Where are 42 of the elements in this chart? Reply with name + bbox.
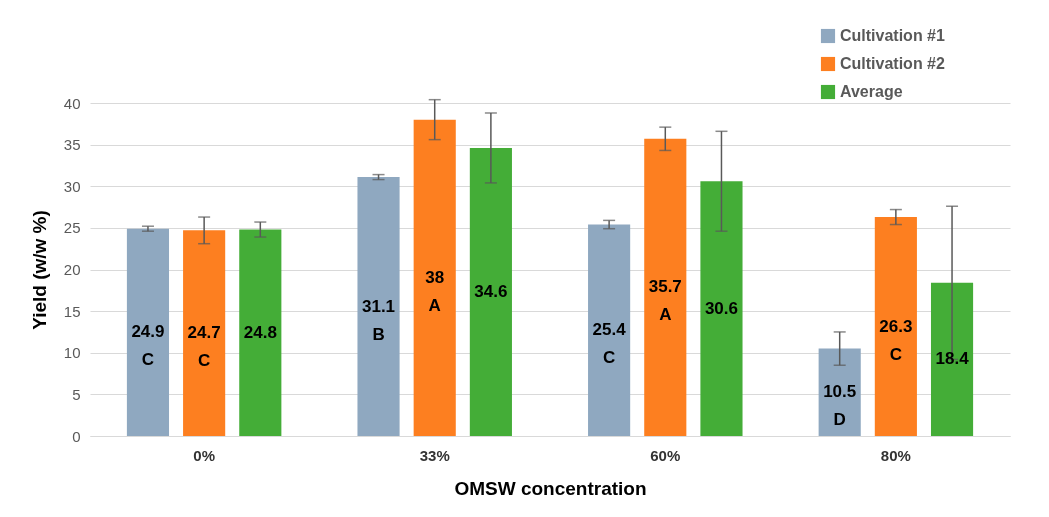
y-tick-label: 40 [63, 94, 81, 112]
x-tick-label: 80% [880, 446, 911, 464]
bar [588, 224, 631, 436]
data-label: 24.7 C [187, 323, 221, 371]
bar [700, 181, 743, 436]
legend-label: Average [840, 83, 903, 100]
y-axis-title: Yield (w/w %) [28, 210, 50, 330]
data-label: 24.9 C [131, 322, 165, 370]
y-tick-label: 5 [72, 385, 81, 403]
x-tick-label: 33% [419, 446, 450, 464]
y-tick-label: 30 [63, 177, 81, 195]
bar [930, 282, 974, 436]
data-label: 30.6 [704, 298, 739, 318]
legend-label: Cultivation #2 [840, 55, 946, 72]
y-tick-label: 25 [63, 219, 81, 237]
data-label: 35.7 A [648, 277, 682, 325]
bar [413, 119, 456, 436]
x-tick-label: 60% [650, 446, 681, 464]
data-label: 31.1 B [361, 296, 396, 344]
y-tick-label: 35 [63, 136, 81, 154]
data-label: 10.5 D [823, 382, 857, 430]
bar [818, 348, 861, 436]
y-tick-label: 20 [63, 261, 81, 278]
x-axis-title: OMSW concentration [454, 477, 647, 499]
bar [126, 228, 170, 436]
bar [357, 177, 400, 436]
data-label: 24.8 [243, 322, 277, 342]
x-tick-label: 0% [193, 446, 215, 464]
data-label: 25.4 C [592, 320, 627, 368]
bar [874, 217, 917, 436]
data-label: 26.3 C [879, 316, 913, 364]
data-label: 34.6 [474, 281, 508, 301]
bar [183, 230, 226, 436]
bar [239, 229, 282, 436]
bar [469, 147, 512, 436]
bar [644, 138, 687, 436]
y-tick-label: 0 [72, 427, 81, 445]
y-tick-label: 15 [63, 302, 81, 320]
legend-label: Cultivation #1 [840, 27, 946, 44]
data-label: 38 A [425, 267, 445, 315]
y-tick-label: 10 [63, 344, 81, 362]
data-label: 18.4 [935, 349, 970, 369]
